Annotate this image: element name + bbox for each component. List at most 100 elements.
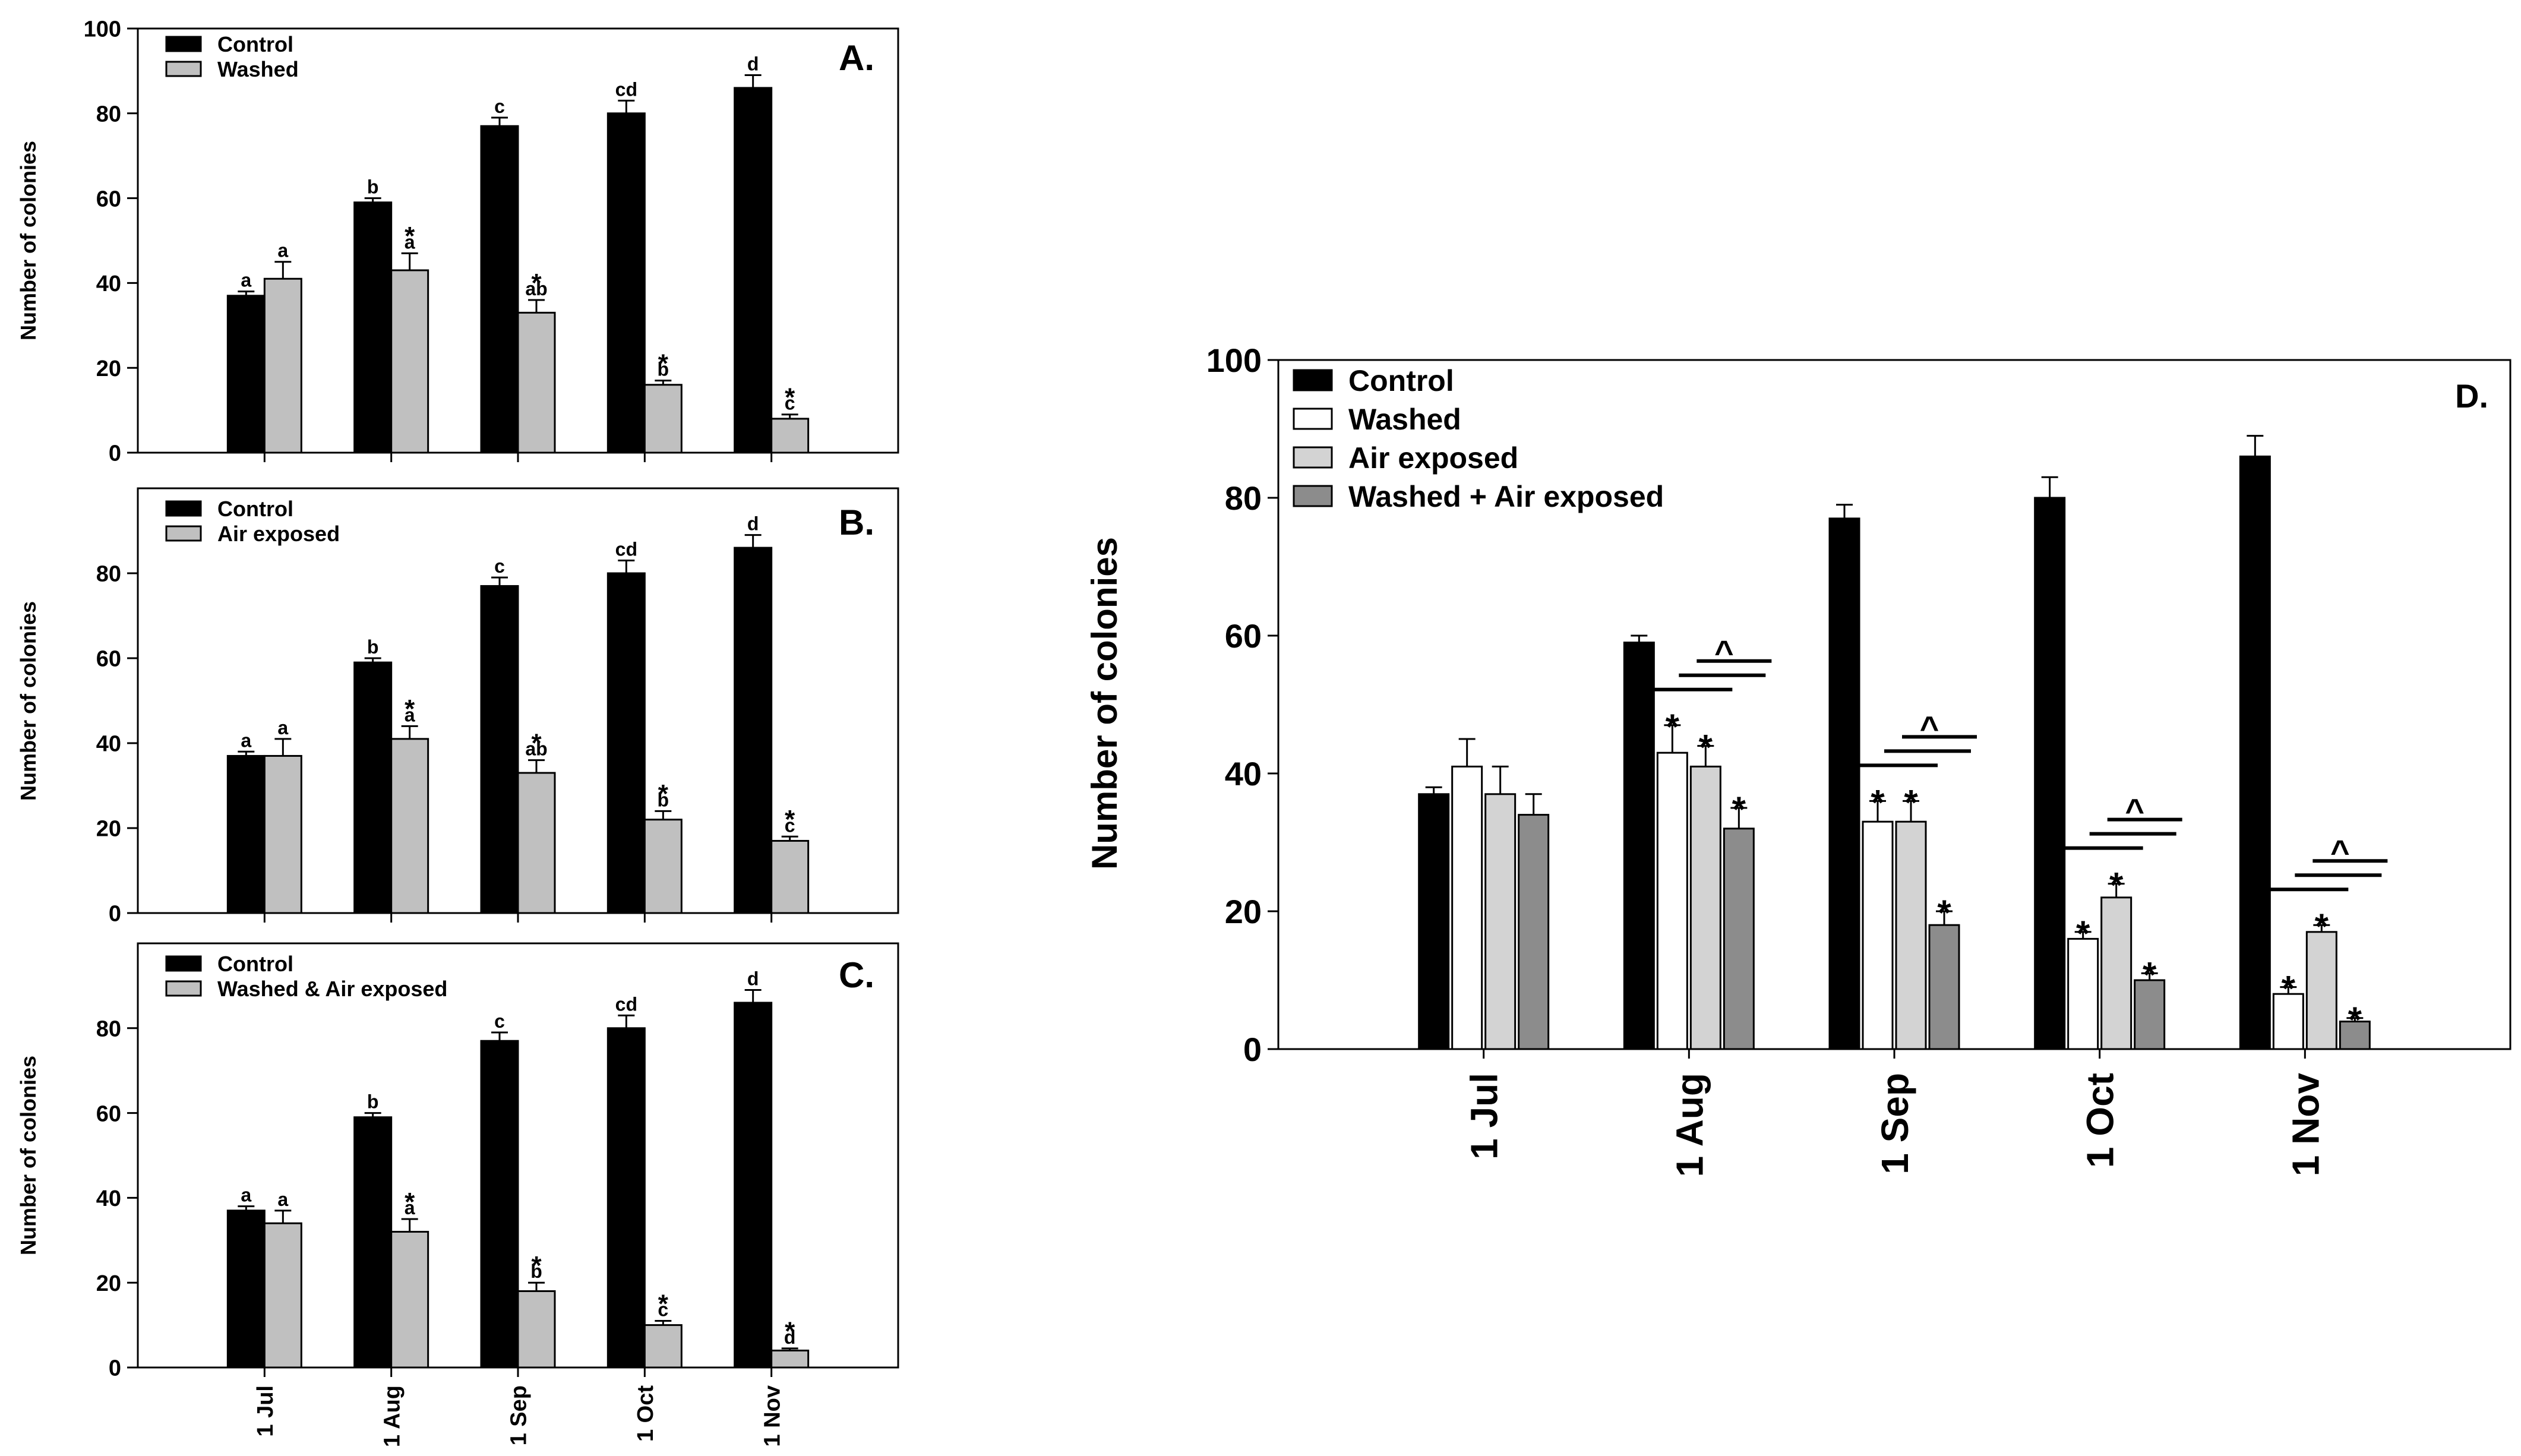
significance-star-b: * [658, 779, 669, 808]
bar-d-2-0 [1484, 793, 1517, 1050]
bar-c-1-0 [263, 1222, 302, 1369]
bar-b-0-0 [226, 754, 266, 914]
legend-swatch-c [165, 955, 202, 972]
bar-d-1-1 [1656, 751, 1688, 1050]
bar-c-1-1 [390, 1231, 429, 1369]
bar-c-0-0 [226, 1209, 266, 1369]
bar-c-0-3 [606, 1027, 646, 1369]
legend-label-c: Control [217, 952, 293, 976]
letter-label-a: d [747, 53, 759, 75]
y-tick-label-a: 60 [96, 187, 121, 211]
letter-label-c: a [241, 1185, 251, 1206]
y-tick-label-d: 20 [1225, 893, 1262, 930]
y-tick-label-d: 40 [1225, 755, 1262, 792]
legend-label-a: Washed [217, 57, 299, 81]
significance-star-d: * [1699, 728, 1713, 768]
y-tick-label-b: 60 [96, 647, 121, 672]
letter-label-c: a [405, 1197, 415, 1218]
letter-label-b: b [658, 789, 669, 810]
bar-d-1-2 [1862, 820, 1894, 1050]
significance-star-a: * [531, 269, 542, 298]
x-tick-label-c: 1 Sep [507, 1385, 532, 1445]
bar-d-0-1 [1623, 642, 1655, 1050]
letter-label-c: c [494, 1010, 505, 1032]
bar-a-1-2 [517, 311, 556, 454]
legend-swatch-d [1293, 408, 1333, 430]
letter-label-a: b [658, 359, 669, 380]
letter-label-b: d [747, 513, 759, 535]
bar-d-0-3 [2034, 497, 2066, 1050]
legend-swatch-d [1293, 369, 1333, 391]
x-tick-label-d: 1 Oct [2079, 1073, 2122, 1168]
y-tick-label-c: 20 [96, 1271, 121, 1296]
x-tick-label-c: 1 Nov [760, 1385, 785, 1446]
legend-label-c: Washed & Air exposed [217, 977, 447, 1001]
significance-star-d: * [2076, 914, 2090, 953]
letter-label-a: c [494, 96, 505, 117]
bar-c-1-4 [770, 1349, 810, 1369]
y-tick-label-a: 20 [96, 356, 121, 381]
legend-swatch-a [165, 36, 202, 52]
legend-swatch-c [165, 980, 202, 997]
significance-star-d: * [2109, 866, 2124, 905]
letter-label-a: a [241, 270, 251, 291]
significance-star-a: * [785, 383, 795, 412]
y-tick-label-b: 0 [109, 902, 121, 927]
legend-label-d: Washed [1348, 403, 1461, 436]
x-tick-label-d: 1 Sep [1874, 1073, 1916, 1174]
letter-label-a: b [367, 176, 379, 198]
letter-label-b: a [241, 729, 251, 751]
y-tick-label-d: 0 [1243, 1031, 1262, 1068]
letter-label-a: c [785, 393, 795, 414]
significance-star-d: * [1666, 707, 1680, 747]
y-tick-label-c: 40 [96, 1186, 121, 1211]
bar-c-0-2 [480, 1040, 519, 1369]
y-tick-label-a: 40 [96, 271, 121, 296]
bar-d-3-1 [1723, 828, 1755, 1050]
y-tick-label-b: 80 [96, 562, 121, 587]
y-tick-label-a: 0 [109, 441, 121, 466]
significance-star-c: * [531, 1251, 542, 1280]
significance-star-a: * [405, 222, 415, 251]
bar-a-0-2 [480, 125, 519, 454]
significance-star-d: * [2348, 1000, 2362, 1040]
y-tick-label-d: 60 [1225, 617, 1262, 655]
x-tick-label-d: 1 Aug [1668, 1073, 1711, 1177]
bar-b-1-2 [517, 772, 556, 914]
significance-star-d: * [2282, 969, 2296, 1009]
letter-label-c: a [277, 1189, 288, 1210]
bar-a-1-0 [263, 277, 302, 454]
letter-label-b: c [785, 814, 795, 836]
legend-label-d: Washed + Air exposed [1348, 480, 1664, 513]
bar-a-0-0 [226, 295, 266, 454]
bar-d-1-4 [2272, 993, 2304, 1050]
bar-d-0-4 [2239, 455, 2271, 1050]
bar-b-0-4 [734, 547, 773, 914]
bar-b-1-1 [390, 738, 429, 914]
bar-d-0-0 [1418, 793, 1450, 1050]
y-tick-label-d: 80 [1225, 479, 1262, 517]
panel-label-a: A. [839, 38, 874, 78]
comparison-marker-d: ^ [2330, 833, 2350, 870]
y-tick-label-c: 60 [96, 1101, 121, 1126]
letter-label-a: ab [525, 278, 547, 299]
legend-label-b: Air exposed [217, 522, 340, 546]
y-axis-label-b: Number of colonies [16, 601, 40, 801]
legend-label-a: Control [217, 32, 293, 56]
y-tick-label-a: 100 [84, 17, 121, 42]
letter-label-c: b [530, 1261, 542, 1282]
legend-swatch-d [1293, 446, 1333, 469]
x-tick-label-c: 1 Oct [633, 1385, 658, 1442]
y-tick-label-c: 0 [109, 1356, 121, 1381]
bar-b-0-3 [606, 572, 646, 914]
letter-label-a: a [405, 231, 415, 252]
comparison-marker-d: ^ [2125, 792, 2144, 829]
letter-label-b: ab [525, 738, 547, 760]
legend-swatch-b [165, 525, 202, 542]
bar-d-2-3 [2100, 896, 2133, 1050]
letter-label-c: b [367, 1091, 379, 1113]
significance-star-b: * [531, 728, 542, 757]
